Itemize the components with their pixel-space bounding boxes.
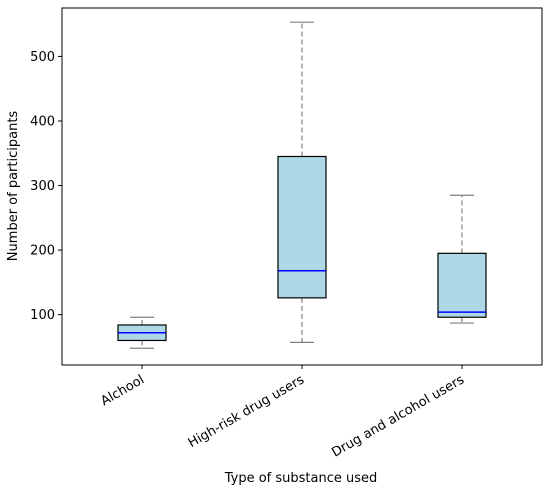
plot-layer [117, 21, 487, 349]
box-group-0 [117, 316, 167, 349]
y-tick-label: 100 [30, 308, 55, 323]
y-tick-label: 200 [30, 244, 55, 259]
box-group-1 [277, 21, 327, 344]
y-tick-label: 500 [30, 50, 55, 65]
box-group-2 [437, 194, 487, 324]
y-tick-label: 300 [30, 179, 55, 194]
box-body [277, 155, 327, 299]
y-tick-label: 400 [30, 114, 55, 129]
x-axis-label: Type of substance used [224, 471, 378, 486]
box-body [437, 252, 487, 318]
y-axis-label: Number of participants [6, 111, 21, 262]
